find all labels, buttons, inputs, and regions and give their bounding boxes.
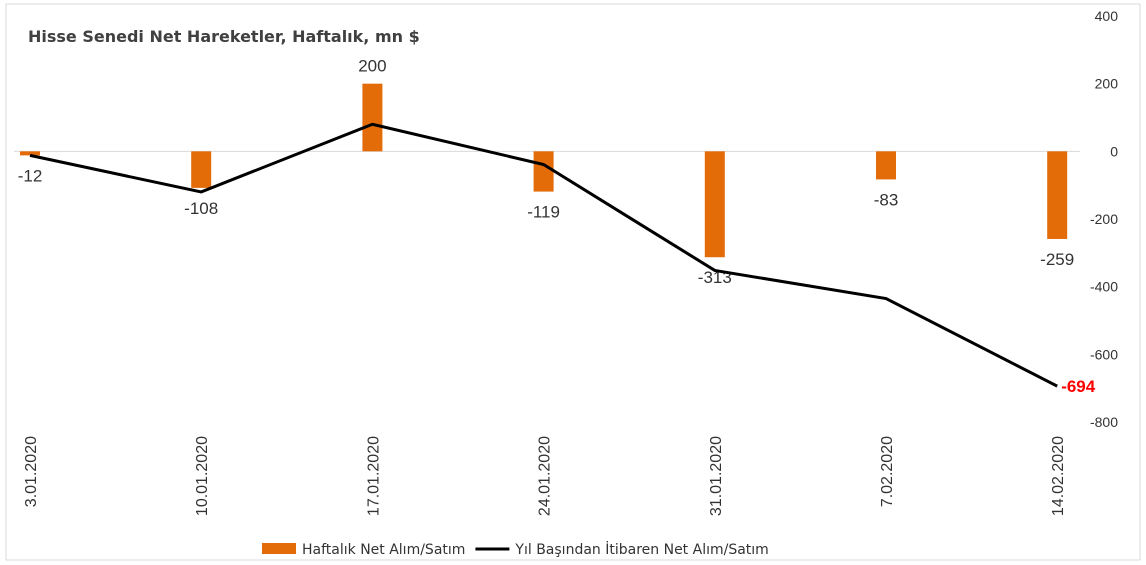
bar: [533, 151, 554, 192]
data-label: 200: [358, 57, 386, 76]
bar: [191, 151, 212, 188]
x-tick-label: 14.02.2020: [1050, 436, 1067, 516]
chart-title: Hisse Senedi Net Hareketler, Haftalık, m…: [28, 27, 420, 46]
y-tick-label: -800: [1090, 414, 1118, 430]
y-tick-label: 0: [1110, 143, 1118, 159]
x-tick-label: 31.01.2020: [708, 436, 725, 516]
bar: [1047, 151, 1068, 239]
bar: [20, 151, 40, 156]
data-label: -108: [184, 199, 218, 218]
legend-label: Haftalık Net Alım/Satım: [302, 542, 465, 558]
bar: [876, 151, 896, 180]
y-tick-label: -400: [1090, 279, 1118, 295]
data-label: -694: [1061, 377, 1096, 396]
chart-frame: [5, 3, 1141, 561]
x-tick-label: 10.01.2020: [194, 436, 211, 516]
bar: [362, 83, 383, 152]
bar: [704, 151, 725, 258]
x-tick-label: 17.01.2020: [365, 436, 382, 516]
line: [29, 122, 1058, 388]
y-tick-label: 400: [1095, 8, 1119, 24]
legend-swatch: [262, 543, 296, 554]
x-tick-label: 24.01.2020: [537, 436, 554, 516]
data-label: -259: [1040, 250, 1074, 269]
x-tick-label: 7.02.2020: [879, 436, 896, 507]
y-tick-label: 200: [1095, 76, 1119, 92]
data-label: -119: [527, 203, 560, 222]
data-label: -83: [874, 190, 899, 209]
data-label: -12: [18, 166, 43, 185]
x-tick-label: 3.01.2020: [23, 436, 40, 507]
y-tick-label: -600: [1090, 346, 1118, 362]
legend-label: Yıl Başından İtibaren Net Alım/Satım: [514, 540, 768, 558]
y-tick-label: -200: [1090, 211, 1118, 227]
